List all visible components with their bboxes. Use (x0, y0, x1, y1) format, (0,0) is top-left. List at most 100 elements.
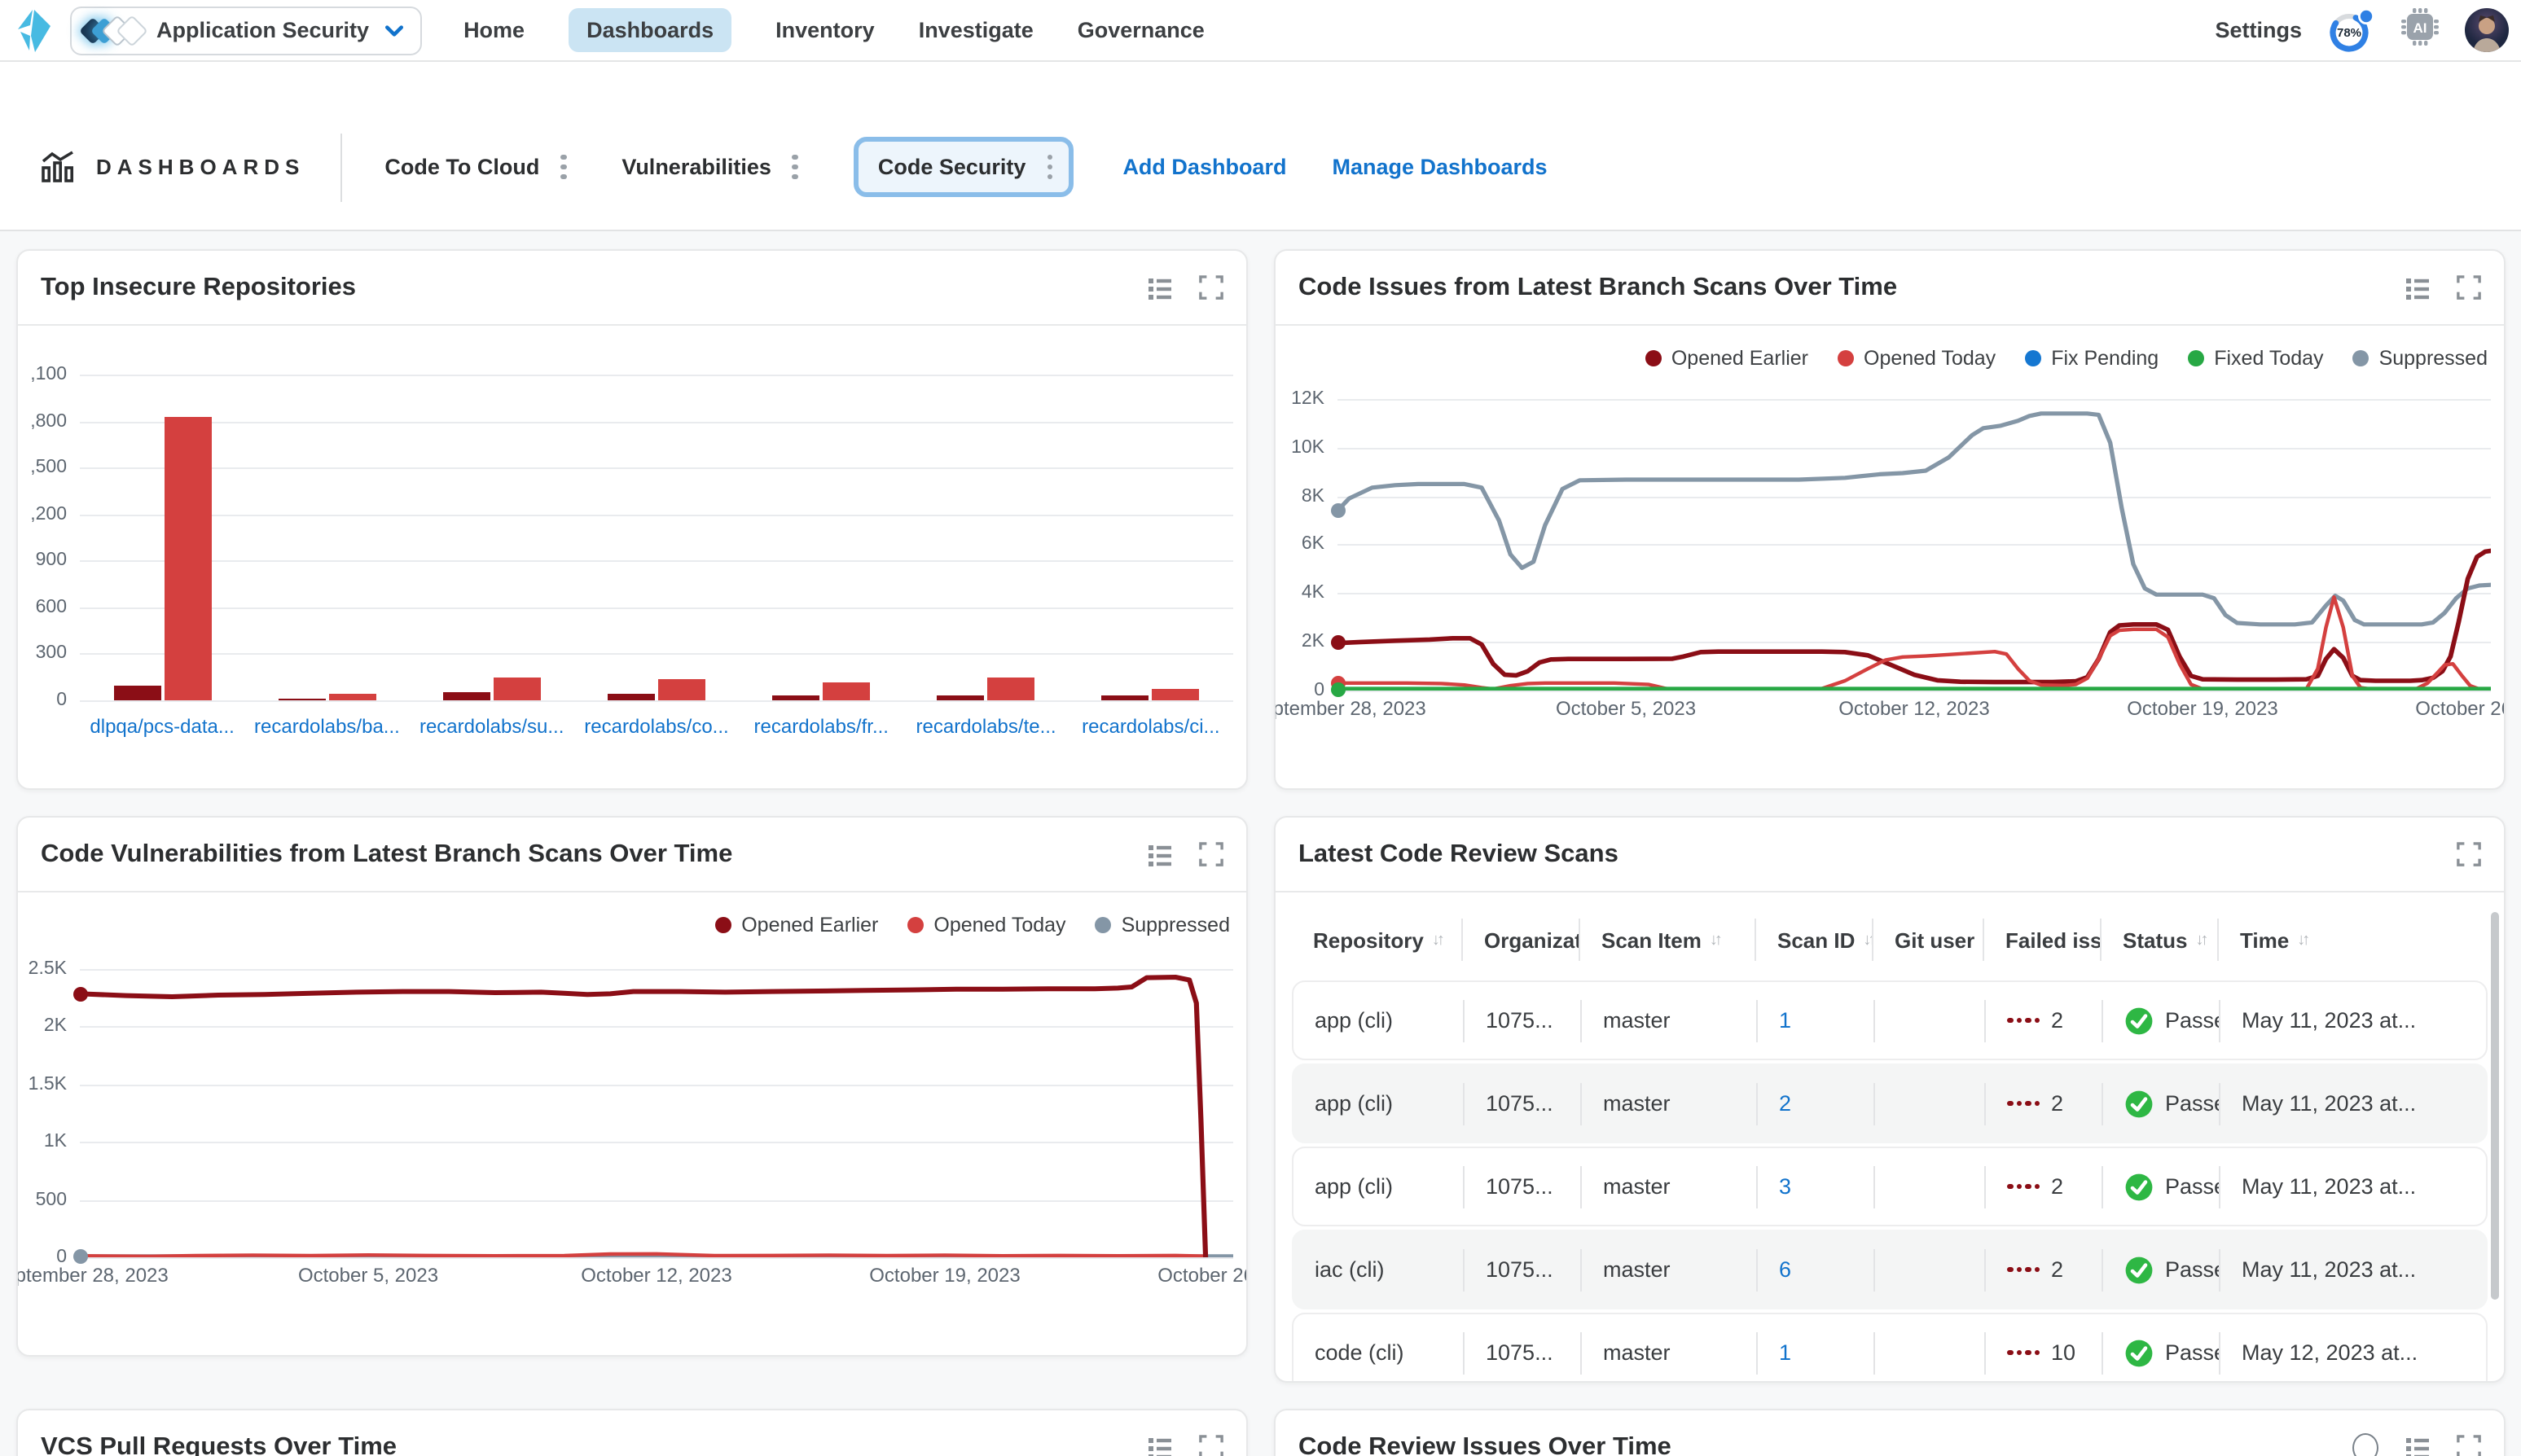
scan-id-link[interactable]: 2 (1779, 1091, 1791, 1116)
status-label: Passed (2165, 1257, 2220, 1282)
scan-id-link[interactable]: 3 (1779, 1174, 1791, 1199)
toolbar-links: Add Dashboard Manage Dashboards (1122, 155, 1547, 179)
sort-icon: ↓↑ (2297, 931, 2307, 949)
cell-repository: app (cli) (1293, 1165, 1465, 1208)
vertical-scrollbar[interactable] (2491, 912, 2499, 1300)
bar-opened-today (1153, 690, 1200, 700)
legend-item[interactable]: Opened Today (907, 914, 1065, 936)
dashboard-tabs: Code To Cloud Vulnerabilities Code Secur… (384, 137, 1074, 198)
x-axis-categories: dlpqa/pcs-data...recardolabs/ba...recard… (80, 715, 1233, 738)
y-tick-label: 2K (44, 1016, 67, 1036)
legend-item[interactable]: Fixed Today (2188, 347, 2323, 370)
nav-item-inventory[interactable]: Inventory (775, 18, 875, 42)
y-tick-label: 600 (36, 598, 67, 617)
kebab-menu-icon[interactable] (789, 151, 802, 183)
column-header-status[interactable]: Status↓↑ (2102, 919, 2219, 961)
repo-link[interactable]: recardolabs/fr... (739, 715, 903, 738)
bar-groups (80, 375, 1233, 700)
legend-item[interactable]: Fix Pending (2025, 347, 2159, 370)
plot-area (1337, 384, 2491, 691)
y-tick-label: ,100 (30, 365, 67, 384)
legend-item[interactable]: Suppressed (2353, 347, 2488, 370)
user-avatar[interactable] (2465, 8, 2509, 52)
dot (2034, 1184, 2040, 1190)
repo-link[interactable]: recardolabs/ba... (244, 715, 409, 738)
legend-item[interactable]: Suppressed (1096, 914, 1230, 936)
list-view-icon[interactable] (2405, 1434, 2431, 1456)
repo-link[interactable]: recardolabs/co... (574, 715, 739, 738)
kebab-menu-icon[interactable] (1043, 151, 1056, 183)
table-row[interactable]: app (cli)1075...master12PassedMay 11, 20… (1292, 980, 2488, 1060)
expand-icon[interactable] (2457, 842, 2481, 866)
nav-item-home[interactable]: Home (463, 18, 525, 42)
manage-dashboards-link[interactable]: Manage Dashboards (1332, 155, 1547, 179)
expand-icon[interactable] (1199, 1435, 1223, 1456)
column-header-git_user[interactable]: Git user↓ (1873, 919, 1984, 961)
dashboards-toolbar: DASHBOARDS Code To Cloud Vulnerabilities… (0, 62, 2521, 231)
x-axis: September 28, 2023October 5, 2023October… (1337, 697, 2491, 730)
y-tick-label: 1K (44, 1132, 67, 1151)
bar-opened-today (988, 678, 1035, 700)
settings-link[interactable]: Settings (2215, 18, 2302, 42)
y-tick-label: ,500 (30, 458, 67, 477)
legend-item[interactable]: Opened Today (1838, 347, 1996, 370)
add-dashboard-link[interactable]: Add Dashboard (1122, 155, 1286, 179)
table-row[interactable]: iac (cli)1075...master62PassedMay 11, 20… (1292, 1230, 2488, 1309)
series-start-dot (73, 986, 88, 1001)
failed-issues-dots-icon (2007, 1184, 2040, 1190)
list-view-icon[interactable] (2405, 274, 2431, 300)
column-header-repository[interactable]: Repository↓↑ (1292, 919, 1463, 961)
module-selector[interactable]: Application Security (70, 6, 421, 55)
cell-organization: 1075... (1465, 1165, 1582, 1208)
brand-logo-icon[interactable] (15, 7, 54, 53)
expand-icon[interactable] (2457, 1435, 2481, 1456)
nav-item-governance[interactable]: Governance (1078, 18, 1205, 42)
column-label: Scan ID (1777, 928, 1855, 952)
repo-link[interactable]: recardolabs/te... (903, 715, 1068, 738)
kebab-menu-icon[interactable] (557, 151, 569, 183)
column-header-scan_id[interactable]: Scan ID↓↑ (1756, 919, 1873, 961)
repo-link[interactable]: dlpqa/pcs-data... (80, 715, 244, 738)
nav-item-dashboards[interactable]: Dashboards (569, 8, 731, 52)
progress-ring[interactable]: 78% (2326, 7, 2375, 53)
scan-id-link[interactable]: 6 (1779, 1257, 1791, 1282)
table-row[interactable]: app (cli)1075...master32PassedMay 11, 20… (1292, 1147, 2488, 1226)
cell-failed_issues: 2 (1986, 1165, 2103, 1208)
ai-chip-icon[interactable]: AI (2400, 6, 2440, 55)
legend-item[interactable]: Opened Earlier (715, 914, 878, 936)
series-lines (80, 951, 1233, 1257)
repo-link[interactable]: recardolabs/ci... (1069, 715, 1233, 738)
expand-icon[interactable] (1199, 275, 1223, 300)
y-tick-label: 8K (1302, 486, 1324, 506)
cell-git_user (1875, 1082, 1986, 1125)
legend-dot (2188, 350, 2204, 366)
column-header-failed_issues[interactable]: Failed issu (1984, 919, 2102, 961)
column-header-scan_item[interactable]: Scan Item↓↑ (1580, 919, 1756, 961)
tab-vulnerabilities[interactable]: Vulnerabilities (621, 151, 802, 183)
x-tick-label: October 19, 2023 (2127, 697, 2277, 720)
expand-icon[interactable] (1199, 842, 1223, 866)
dashboards-title: DASHBOARDS (96, 155, 305, 179)
cell-status: Passed (2103, 999, 2220, 1042)
bar-opened-earlier (443, 693, 490, 701)
list-view-icon[interactable] (1147, 274, 1173, 300)
column-header-organization[interactable]: Organizat (1463, 919, 1580, 961)
list-view-icon[interactable] (1147, 1434, 1173, 1456)
expand-icon[interactable] (2457, 275, 2481, 300)
tab-code-to-cloud[interactable]: Code To Cloud (384, 151, 569, 183)
scan-id-link[interactable]: 1 (1779, 1008, 1791, 1033)
repo-link[interactable]: recardolabs/su... (410, 715, 574, 738)
cell-repository: app (cli) (1293, 999, 1465, 1042)
column-header-time[interactable]: Time↓↑ (2219, 919, 2488, 961)
nav-item-investigate[interactable]: Investigate (919, 18, 1034, 42)
grid-line (80, 1257, 1233, 1259)
scan-id-link[interactable]: 1 (1779, 1340, 1791, 1365)
table-row[interactable]: code (cli)1075...master110PassedMay 12, … (1292, 1313, 2488, 1383)
cell-status: Passed (2103, 1331, 2220, 1374)
grid-line (1337, 691, 2491, 692)
table-row[interactable]: app (cli)1075...master22PassedMay 11, 20… (1292, 1063, 2488, 1143)
legend-item[interactable]: Opened Earlier (1645, 347, 1808, 370)
cell-scan_item: master (1582, 999, 1758, 1042)
tab-code-security[interactable]: Code Security (854, 137, 1074, 198)
list-view-icon[interactable] (1147, 841, 1173, 867)
